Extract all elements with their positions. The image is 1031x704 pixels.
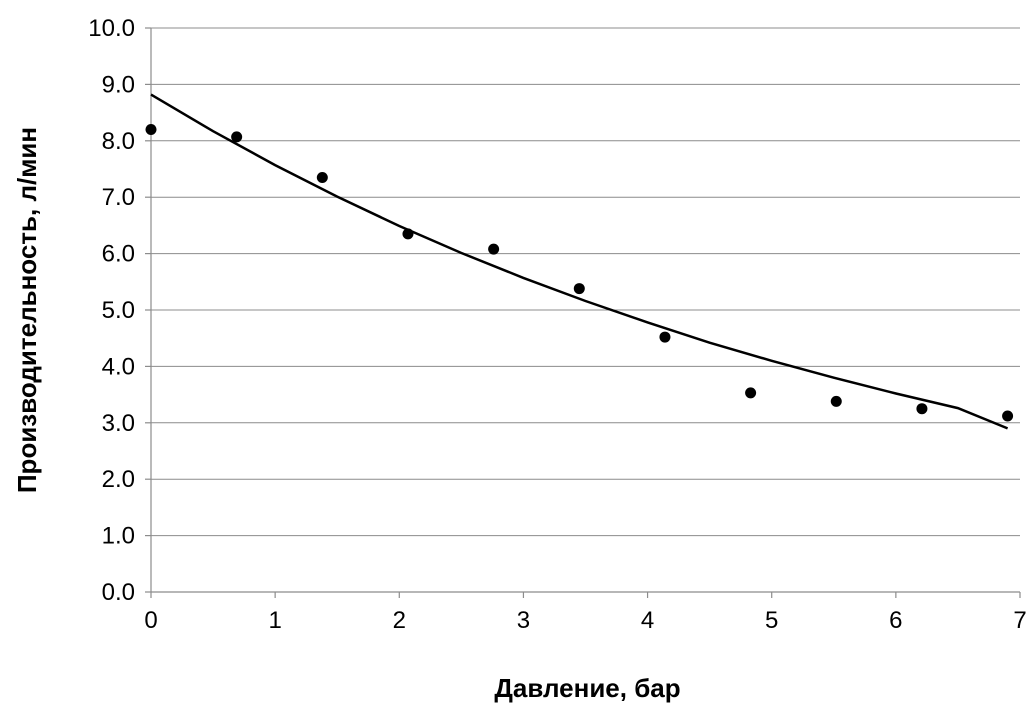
gridlines — [151, 27, 1020, 537]
x-axis-title: Давление, бар — [494, 673, 680, 703]
data-point-7 — [745, 387, 757, 399]
y-tick-label: 2.0 — [102, 466, 135, 493]
data-point-5 — [573, 283, 585, 295]
data-point-9 — [916, 403, 928, 415]
y-tick-label: 8.0 — [102, 128, 135, 155]
x-tick-label: 0 — [144, 607, 157, 634]
x-tick-label: 3 — [517, 607, 530, 634]
y-tick-label: 0.0 — [102, 579, 135, 606]
data-point-10 — [1002, 410, 1014, 422]
y-tick-label: 10.0 — [88, 15, 135, 42]
y-tick-label: 6.0 — [102, 241, 135, 268]
data-point-1 — [231, 131, 243, 143]
y-tick-label: 7.0 — [102, 184, 135, 211]
y-tick-label: 5.0 — [102, 297, 135, 324]
data-point-2 — [316, 171, 328, 183]
data-points — [145, 124, 1014, 422]
x-tick-label: 5 — [765, 607, 778, 634]
y-tick-label: 9.0 — [102, 71, 135, 98]
data-point-8 — [830, 395, 842, 407]
x-tick-label: 1 — [268, 607, 281, 634]
trendline — [150, 93, 1009, 430]
x-tick-label: 7 — [1013, 607, 1026, 634]
x-tick-label: 4 — [641, 607, 654, 634]
axes — [145, 27, 1021, 598]
data-point-3 — [402, 228, 414, 240]
x-tick-labels: 0 1 2 3 4 5 6 7 — [144, 607, 1026, 634]
y-tick-label: 1.0 — [102, 523, 135, 550]
y-tick-label: 4.0 — [102, 353, 135, 380]
y-tick-labels: 0.0 1.0 2.0 3.0 4.0 5.0 6.0 7.0 8.0 9.0 10.0 — [88, 15, 135, 606]
data-point-6 — [659, 331, 671, 343]
data-point-0 — [145, 124, 157, 136]
x-tick-label: 6 — [889, 607, 902, 634]
x-tick-label: 2 — [393, 607, 406, 634]
data-point-4 — [488, 243, 500, 255]
y-tick-label: 3.0 — [102, 410, 135, 437]
y-axis-title: Производительность, л/мин — [12, 127, 42, 493]
